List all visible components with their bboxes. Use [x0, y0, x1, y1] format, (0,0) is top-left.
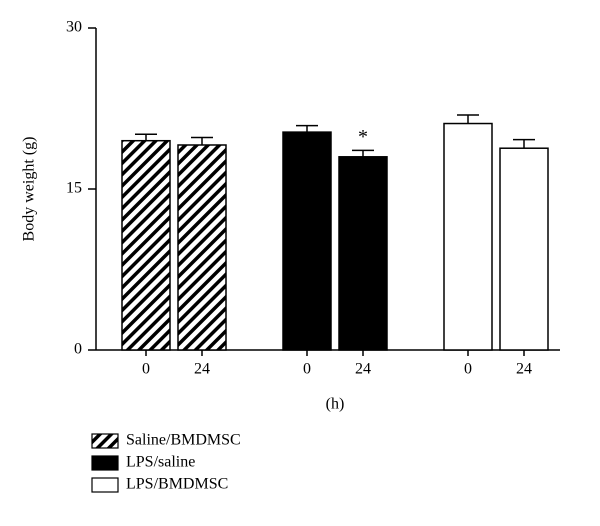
- bar: [121, 139, 171, 351]
- legend-swatch: [91, 433, 119, 449]
- bar: [177, 144, 227, 351]
- x-tick-label: 0: [303, 361, 311, 378]
- y-axis-label: Body weight (g): [21, 137, 38, 242]
- legend-label: LPS/BMDMSC: [126, 476, 228, 493]
- bar: [338, 156, 388, 351]
- bar: [443, 122, 493, 351]
- legend-label: Saline/BMDMSC: [126, 432, 241, 449]
- y-tick-label: 0: [74, 341, 82, 358]
- x-axis-label: (h): [326, 396, 345, 413]
- bar: [499, 147, 549, 351]
- legend-swatch: [91, 477, 119, 493]
- y-tick-label: 15: [66, 180, 82, 197]
- annotation: *: [358, 126, 368, 148]
- legend-swatch: [91, 455, 119, 471]
- x-tick-label: 24: [194, 361, 210, 378]
- x-tick-label: 0: [464, 361, 472, 378]
- x-tick-label: 24: [355, 361, 371, 378]
- bar: [282, 131, 332, 351]
- x-tick-label: 0: [142, 361, 150, 378]
- legend-label: LPS/saline: [126, 454, 195, 471]
- y-tick-label: 30: [66, 19, 82, 36]
- x-tick-label: 24: [516, 361, 532, 378]
